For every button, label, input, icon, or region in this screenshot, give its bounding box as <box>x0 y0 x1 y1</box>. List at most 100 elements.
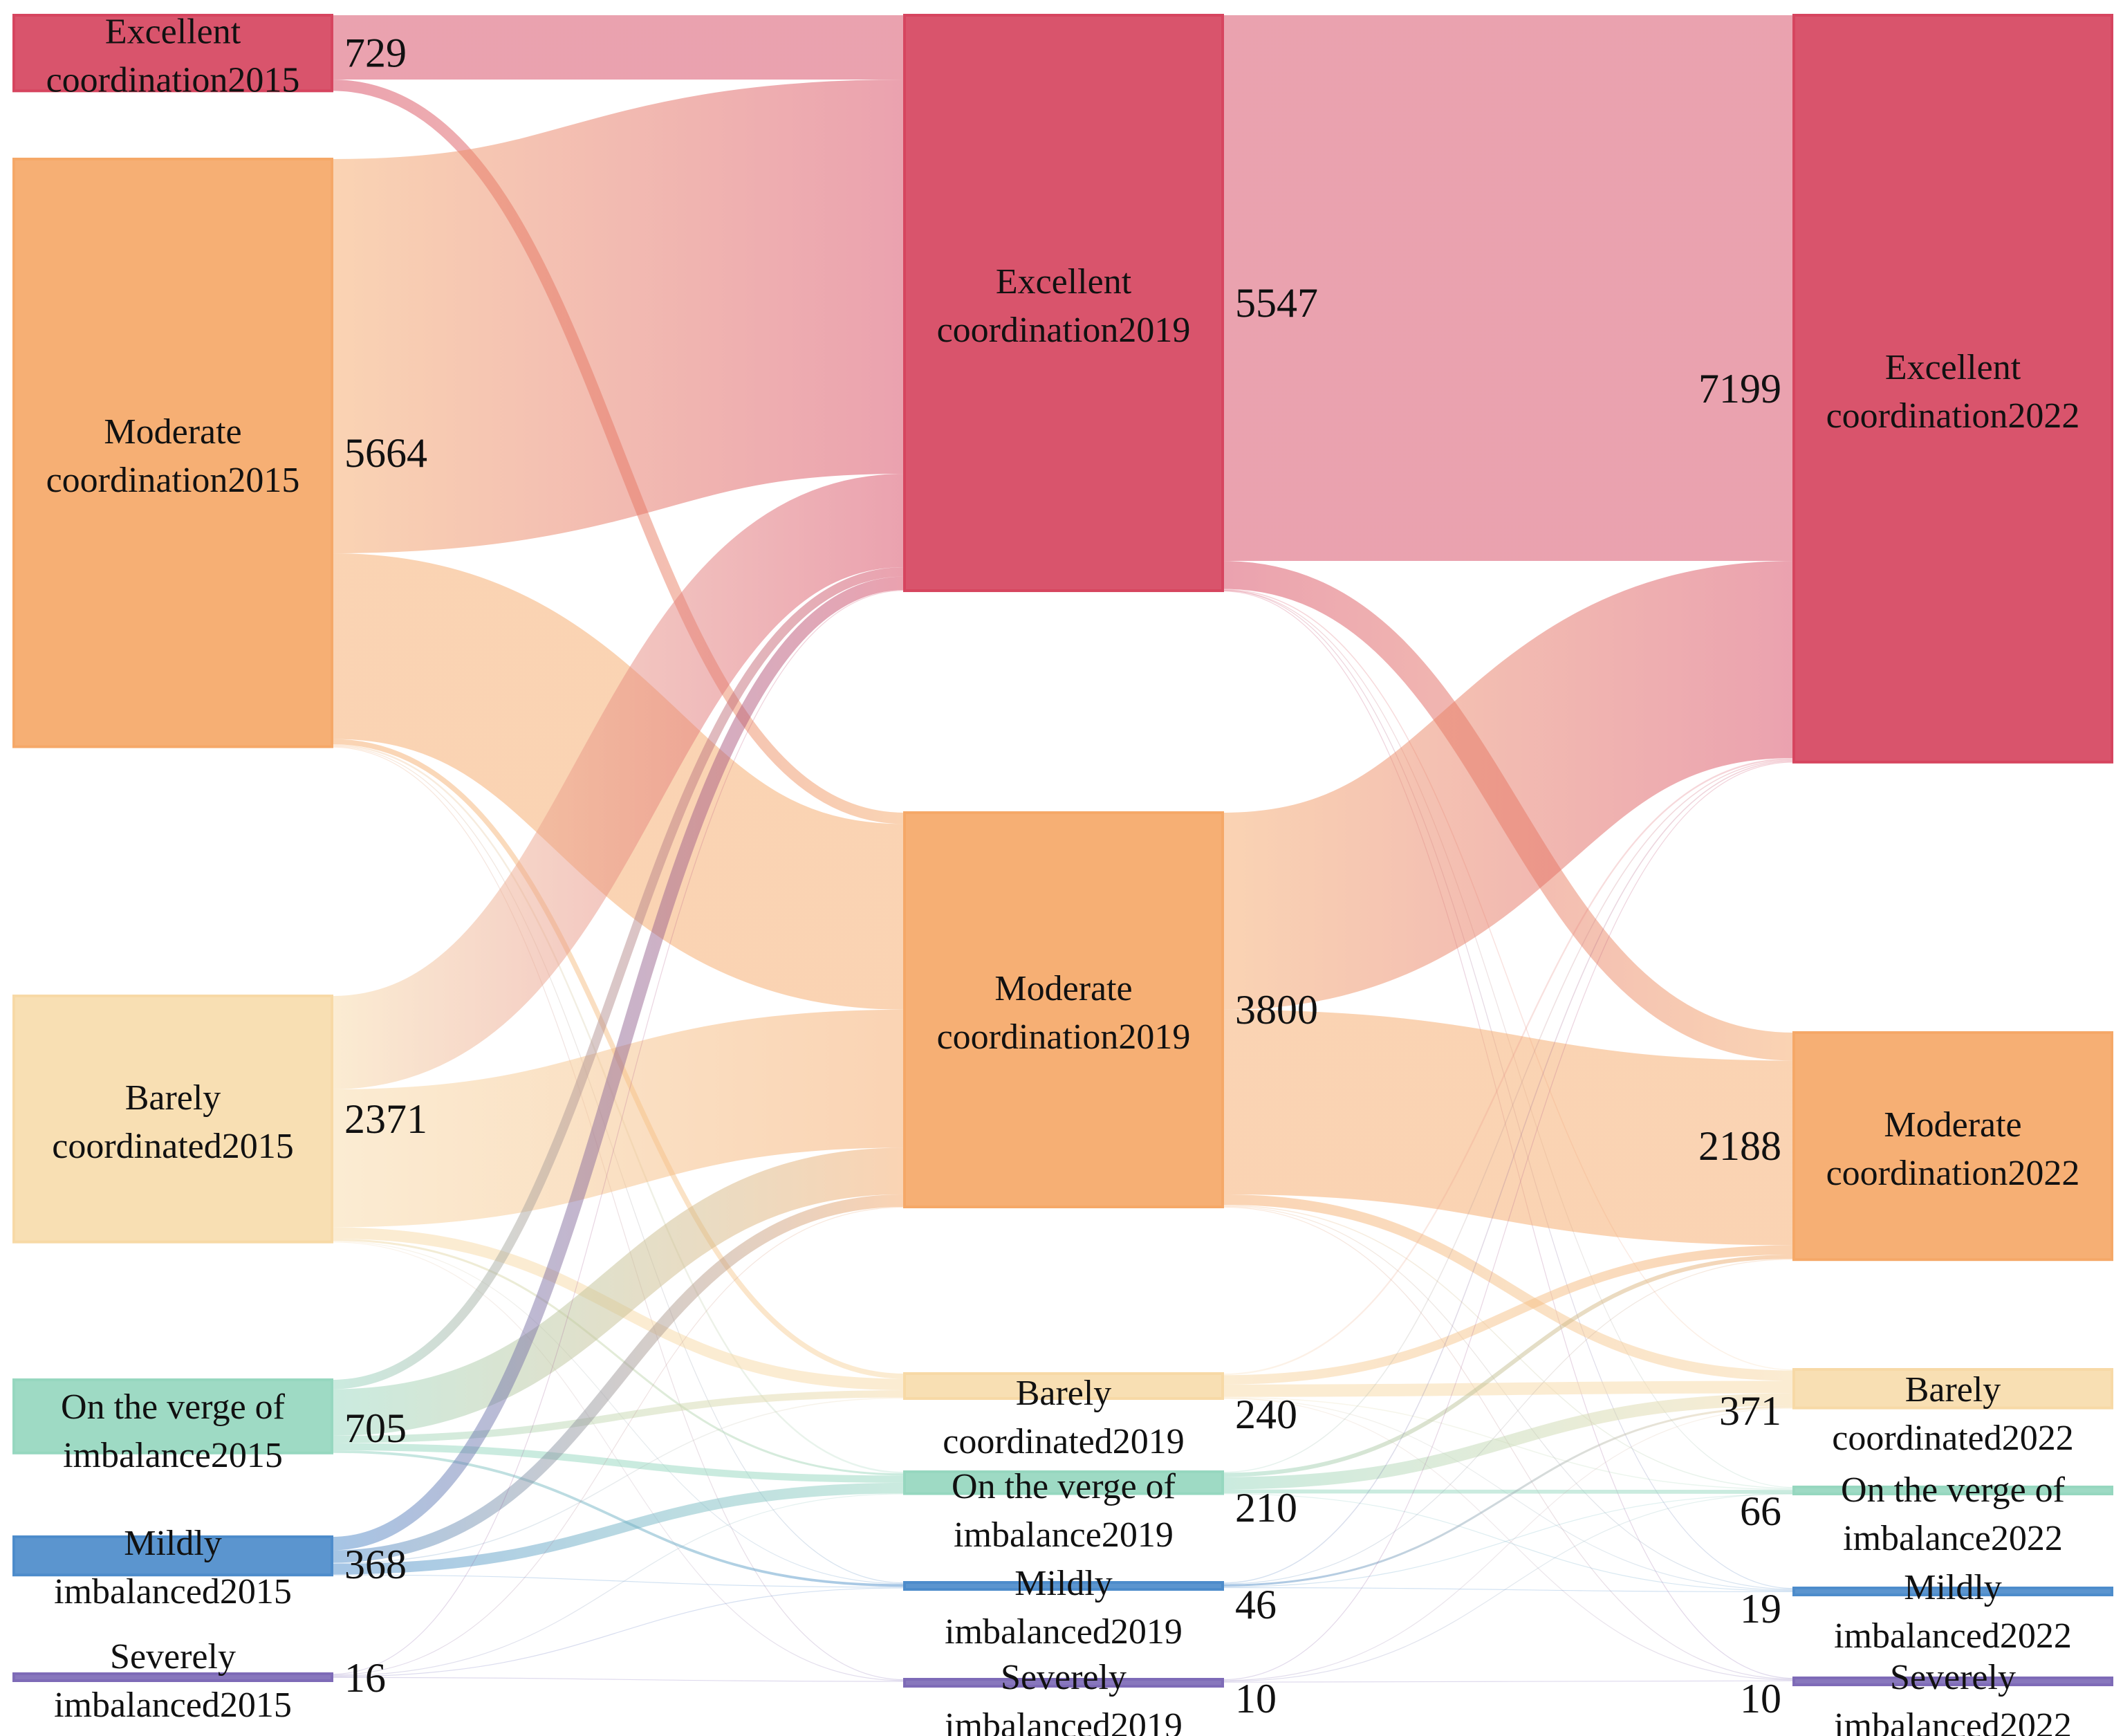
link-v19-to-v22 <box>1222 1489 1795 1494</box>
value-label-v15: 705 <box>344 1405 407 1451</box>
value-label-e19: 5547 <box>1235 280 1318 326</box>
value-label-m15: 5664 <box>344 430 427 476</box>
node-s22 <box>1792 1677 2113 1686</box>
node-v22 <box>1792 1486 2113 1495</box>
link-s15-to-s19 <box>331 1677 905 1682</box>
node-e15 <box>12 14 333 93</box>
link-s19-to-s22 <box>1222 1680 1795 1683</box>
link-v15-to-v19 <box>331 1443 905 1483</box>
node-b15 <box>12 995 333 1244</box>
node-label-i22: Mildly imbalanced2022 <box>1834 1568 2072 1656</box>
link-b19-to-m22 <box>1222 1245 1795 1385</box>
value-label-b19: 240 <box>1235 1392 1297 1437</box>
node-label-e22: Excellent coordination2022 <box>1826 348 2080 436</box>
labels-layer: Excellent coordination2015 729 Moderate coor… <box>46 12 2080 1736</box>
node-label-b15: Barely coordinated2015 <box>52 1078 293 1166</box>
link-i19-to-v22 <box>1222 1493 1795 1587</box>
link-m19-to-b22 <box>1222 1194 1795 1381</box>
links-layer <box>330 15 1796 1683</box>
node-label-m19: Moderate coordination2019 <box>937 969 1191 1057</box>
link-m19-to-i22 <box>1222 1206 1795 1590</box>
link-m15-to-e19 <box>331 80 906 553</box>
link-v19-to-m22 <box>1222 1255 1795 1477</box>
link-v15-to-i19 <box>331 1450 905 1587</box>
value-label-i15: 368 <box>344 1542 407 1587</box>
node-label-m22: Moderate coordination2022 <box>1826 1105 2080 1193</box>
link-s15-to-e19 <box>331 590 905 1675</box>
link-b19-to-b22 <box>1222 1381 1795 1397</box>
value-label-s22: 10 <box>1740 1676 1781 1721</box>
node-e19 <box>903 14 1224 593</box>
node-label-s19: Severely imbalanced2019 <box>945 1658 1183 1736</box>
node-m15 <box>12 158 333 748</box>
link-s19-to-v22 <box>1222 1493 1795 1682</box>
node-label-b22: Barely coordinated2022 <box>1832 1370 2073 1458</box>
node-label-b19: Barely coordinated2019 <box>943 1374 1184 1461</box>
node-label-v22: On the verge of imbalance2022 <box>1841 1470 2066 1558</box>
node-v19 <box>903 1470 1224 1495</box>
link-i19-to-i22 <box>1222 1587 1795 1592</box>
link-v19-to-b22 <box>1222 1393 1795 1490</box>
node-label-s15: Severely imbalanced2015 <box>54 1637 292 1725</box>
link-i15-to-e19 <box>331 576 905 1551</box>
link-s15-to-i19 <box>331 1587 905 1677</box>
value-label-s19: 10 <box>1235 1676 1277 1721</box>
node-b22 <box>1792 1368 2113 1410</box>
link-i19-to-m22 <box>1222 1259 1795 1585</box>
link-i15-to-m19 <box>331 1194 905 1563</box>
node-e22 <box>1792 14 2113 764</box>
link-s19-to-b22 <box>1222 1407 1795 1681</box>
node-label-v15: On the verge of imbalance2015 <box>61 1387 286 1475</box>
value-label-b22: 371 <box>1719 1388 1781 1434</box>
value-label-m22: 2188 <box>1698 1123 1781 1169</box>
link-s15-to-m19 <box>331 1206 905 1676</box>
node-label-e15: Excellent coordination2015 <box>46 12 300 100</box>
link-m19-to-v22 <box>1222 1205 1795 1489</box>
node-v15 <box>12 1378 333 1455</box>
link-v19-to-i22 <box>1222 1493 1795 1591</box>
link-s19-to-e22 <box>1222 761 1795 1681</box>
value-label-b15: 2371 <box>344 1096 427 1142</box>
link-e19-to-b22 <box>1222 589 1795 1371</box>
node-label-e19: Excellent coordination2019 <box>937 262 1191 350</box>
link-i19-to-e22 <box>1222 760 1795 1584</box>
link-m15-to-s19 <box>331 746 905 1681</box>
value-label-v22: 66 <box>1740 1488 1781 1534</box>
link-i15-to-b19 <box>331 1397 905 1564</box>
node-i22 <box>1792 1587 2113 1596</box>
link-v15-to-b19 <box>331 1390 905 1443</box>
value-label-e15: 729 <box>344 30 407 76</box>
link-b19-to-e22 <box>1222 758 1795 1376</box>
node-label-v19: On the verge of imbalance2019 <box>952 1467 1176 1555</box>
value-label-e22: 7199 <box>1698 366 1781 412</box>
link-m19-to-m22 <box>1222 1010 1795 1246</box>
link-v15-to-e19 <box>331 567 905 1389</box>
link-b15-to-v19 <box>331 1239 905 1476</box>
node-s15 <box>12 1672 333 1682</box>
link-m19-to-e22 <box>1221 561 1796 1010</box>
node-label-m15: Moderate coordination2015 <box>46 412 300 500</box>
link-i15-to-i19 <box>331 1574 905 1588</box>
link-b15-to-e19 <box>331 474 906 1089</box>
node-label-i19: Mildly imbalanced2019 <box>945 1564 1183 1652</box>
link-b19-to-i22 <box>1222 1398 1795 1591</box>
value-label-i19: 46 <box>1235 1582 1277 1627</box>
link-b15-to-i19 <box>331 1241 905 1585</box>
node-i15 <box>12 1535 333 1577</box>
link-i19-to-b22 <box>1222 1405 1795 1587</box>
nodes-layer <box>12 14 2113 1688</box>
node-label-i15: Mildly imbalanced2015 <box>54 1524 292 1612</box>
node-s19 <box>903 1678 1224 1688</box>
node-m19 <box>903 811 1224 1208</box>
link-s15-to-v19 <box>331 1493 905 1677</box>
node-i19 <box>903 1581 1224 1591</box>
value-label-v19: 210 <box>1235 1485 1297 1531</box>
link-v19-to-e22 <box>1222 759 1795 1473</box>
link-v15-to-m19 <box>331 1147 905 1436</box>
node-label-s22: Severely imbalanced2022 <box>1834 1658 2072 1736</box>
value-label-s15: 16 <box>344 1655 386 1701</box>
value-label-m19: 3800 <box>1235 987 1318 1033</box>
node-m22 <box>1792 1031 2113 1262</box>
value-label-i22: 19 <box>1740 1586 1781 1632</box>
